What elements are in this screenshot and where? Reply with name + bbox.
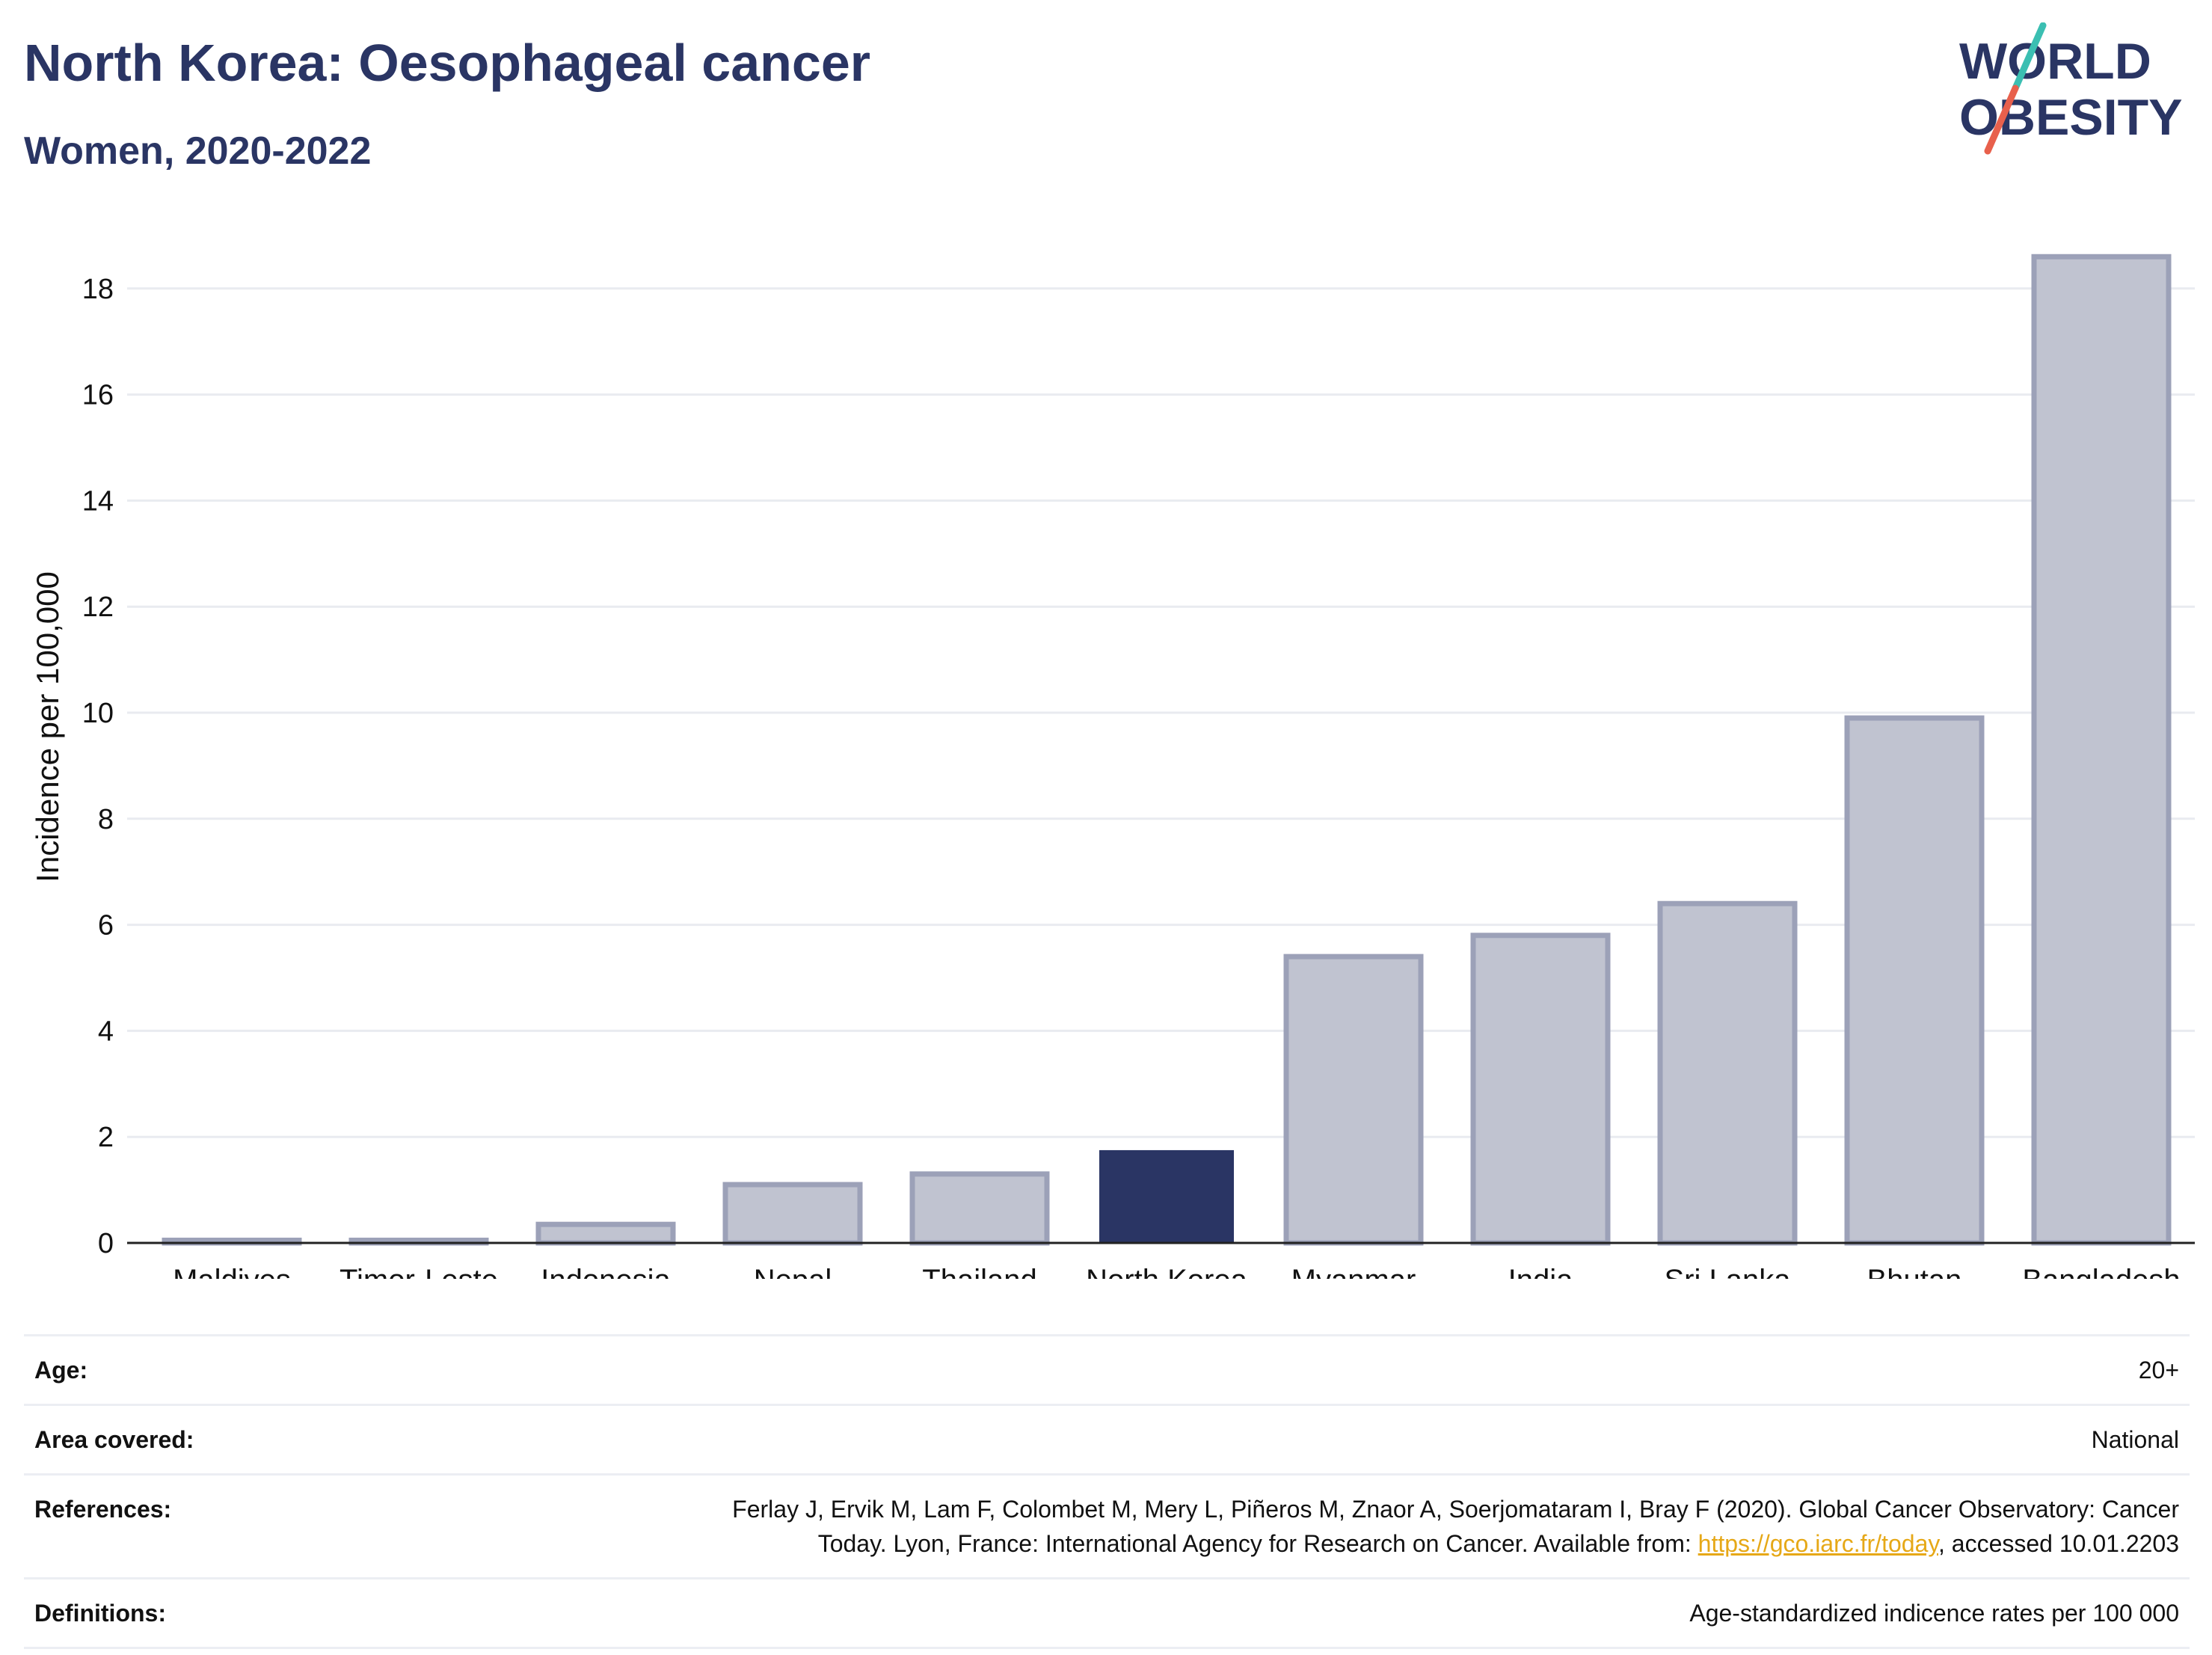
- meta-key-definitions: Definitions:: [24, 1577, 419, 1649]
- meta-row-age: Age: 20+: [24, 1334, 2190, 1405]
- x-tick-label: Myanmar: [1291, 1264, 1416, 1279]
- x-tick-label: India: [1508, 1264, 1573, 1279]
- x-tick-label: Maldives: [173, 1264, 291, 1279]
- meta-value-definitions: Age-standardized indicence rates per 100…: [419, 1577, 2190, 1649]
- references-link[interactable]: https://gco.iarc.fr/today: [1698, 1530, 1938, 1557]
- meta-value-age: 20+: [419, 1334, 2190, 1405]
- x-tick-label: Sri Lanka: [1665, 1264, 1792, 1279]
- bar-india: [1470, 933, 1611, 1246]
- y-tick-label: 2: [98, 1122, 114, 1153]
- logo-word-world: WORLD: [1959, 33, 2151, 90]
- chart-title: North Korea: Oesophageal cancer: [24, 34, 870, 92]
- y-tick-label: 4: [98, 1016, 114, 1047]
- bar-bhutan: [1844, 715, 1985, 1246]
- y-tick-labels: 0 2 4 6 8 10 12 14 16 18: [82, 274, 114, 1259]
- meta-row-area: Area covered: National: [24, 1404, 2190, 1475]
- references-line-1: Ferlay J, Ervik M, Lam F, Colombet M, Me…: [732, 1496, 2179, 1523]
- x-tick-label: Bhutan: [1867, 1264, 1962, 1279]
- y-tick-label: 16: [82, 380, 114, 411]
- x-tick-label: Indonesia: [541, 1264, 671, 1279]
- x-tick-label: Nepal: [754, 1264, 832, 1279]
- x-tick-label: North Korea: [1086, 1264, 1247, 1279]
- meta-key-references: References:: [24, 1473, 419, 1579]
- y-tick-label: 14: [82, 485, 114, 517]
- x-tick-labels: Maldives Timor-Leste Indonesia Nepal Thailan…: [173, 1264, 2181, 1279]
- references-line-2-end: , accessed 10.01.2203: [1938, 1530, 2179, 1557]
- y-tick-label: 10: [82, 698, 114, 729]
- y-axis-title: Incidence per 100,000: [30, 571, 65, 882]
- x-tick-label: Timor-Leste: [340, 1264, 498, 1279]
- logo-slash-bottom: [1984, 85, 2019, 155]
- x-tick-label: Bangladesh: [2022, 1264, 2180, 1279]
- meta-value-area: National: [419, 1404, 2190, 1475]
- meta-key-age: Age:: [24, 1334, 419, 1405]
- bar-myanmar: [1283, 954, 1424, 1246]
- bar-indonesia: [535, 1221, 676, 1246]
- bars: [162, 254, 2172, 1246]
- meta-key-area: Area covered:: [24, 1404, 419, 1475]
- bar-chart: Maldives Timor-Leste Indonesia Nepal Thailan…: [30, 254, 2195, 1279]
- y-tick-label: 0: [98, 1228, 114, 1259]
- bar-nepal: [722, 1182, 863, 1246]
- gridlines: [127, 287, 2195, 1138]
- y-tick-label: 18: [82, 274, 114, 305]
- references-line-2: Today. Lyon, France: International Agenc…: [817, 1530, 1698, 1557]
- x-tick-label: Thailand: [922, 1264, 1036, 1279]
- bar-bangladesh: [2031, 254, 2172, 1246]
- bar-thailand: [909, 1171, 1050, 1246]
- meta-row-definitions: Definitions: Age-standardized indicence …: [24, 1577, 2190, 1649]
- world-obesity-logo: WORLD OBESITY: [1959, 22, 2183, 155]
- y-tick-label: 12: [82, 592, 114, 623]
- y-tick-label: 6: [98, 910, 114, 942]
- metadata-table: Age: 20+ Area covered: National Referenc…: [24, 1334, 2190, 1649]
- meta-value-references: Ferlay J, Ervik M, Lam F, Colombet M, Me…: [419, 1473, 2190, 1579]
- y-tick-label: 8: [98, 804, 114, 835]
- bar-sri-lanka: [1657, 900, 1798, 1246]
- bar-north-korea: [1099, 1149, 1234, 1243]
- meta-row-references: References: Ferlay J, Ervik M, Lam F, Co…: [24, 1473, 2190, 1579]
- logo-slash-top: [2012, 22, 2047, 92]
- chart-subtitle: Women, 2020-2022: [24, 129, 372, 173]
